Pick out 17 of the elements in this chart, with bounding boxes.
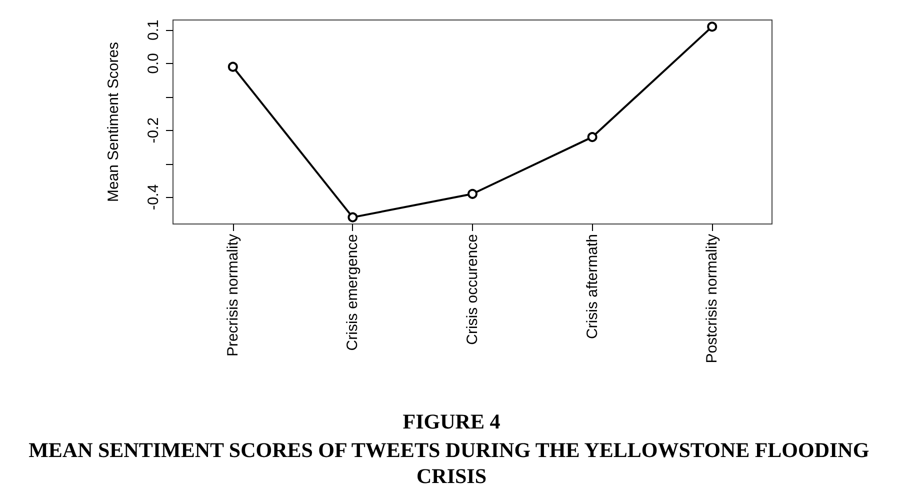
x-tick-label: Crisis occurence	[464, 234, 481, 345]
point	[228, 62, 238, 72]
point	[707, 22, 718, 32]
y-tick-label: -0.4	[145, 184, 162, 210]
y-axis-title: Mean Sentiment Scores	[105, 42, 122, 202]
point	[468, 188, 478, 199]
y-tick-label: 0.1	[145, 20, 162, 40]
text: FIGURE 4	[402, 410, 501, 434]
point	[587, 132, 598, 142]
text: MEAN SENTIMENT SCORES OF TWEETS DURING THE YELLOWSTONE FLOODING CRISIS	[28, 438, 874, 488]
y-tick-label: -0.2	[145, 117, 162, 144]
x-tick-label: Postcrisis normality	[704, 234, 721, 364]
point	[348, 212, 358, 222]
y-tick-label: 0.0	[145, 53, 162, 74]
x-tick-label: Precrisis normality	[224, 234, 242, 357]
x-tick-label: Crisis aftermath	[584, 234, 601, 340]
x-tick-label: Crisis emergence	[344, 234, 362, 351]
